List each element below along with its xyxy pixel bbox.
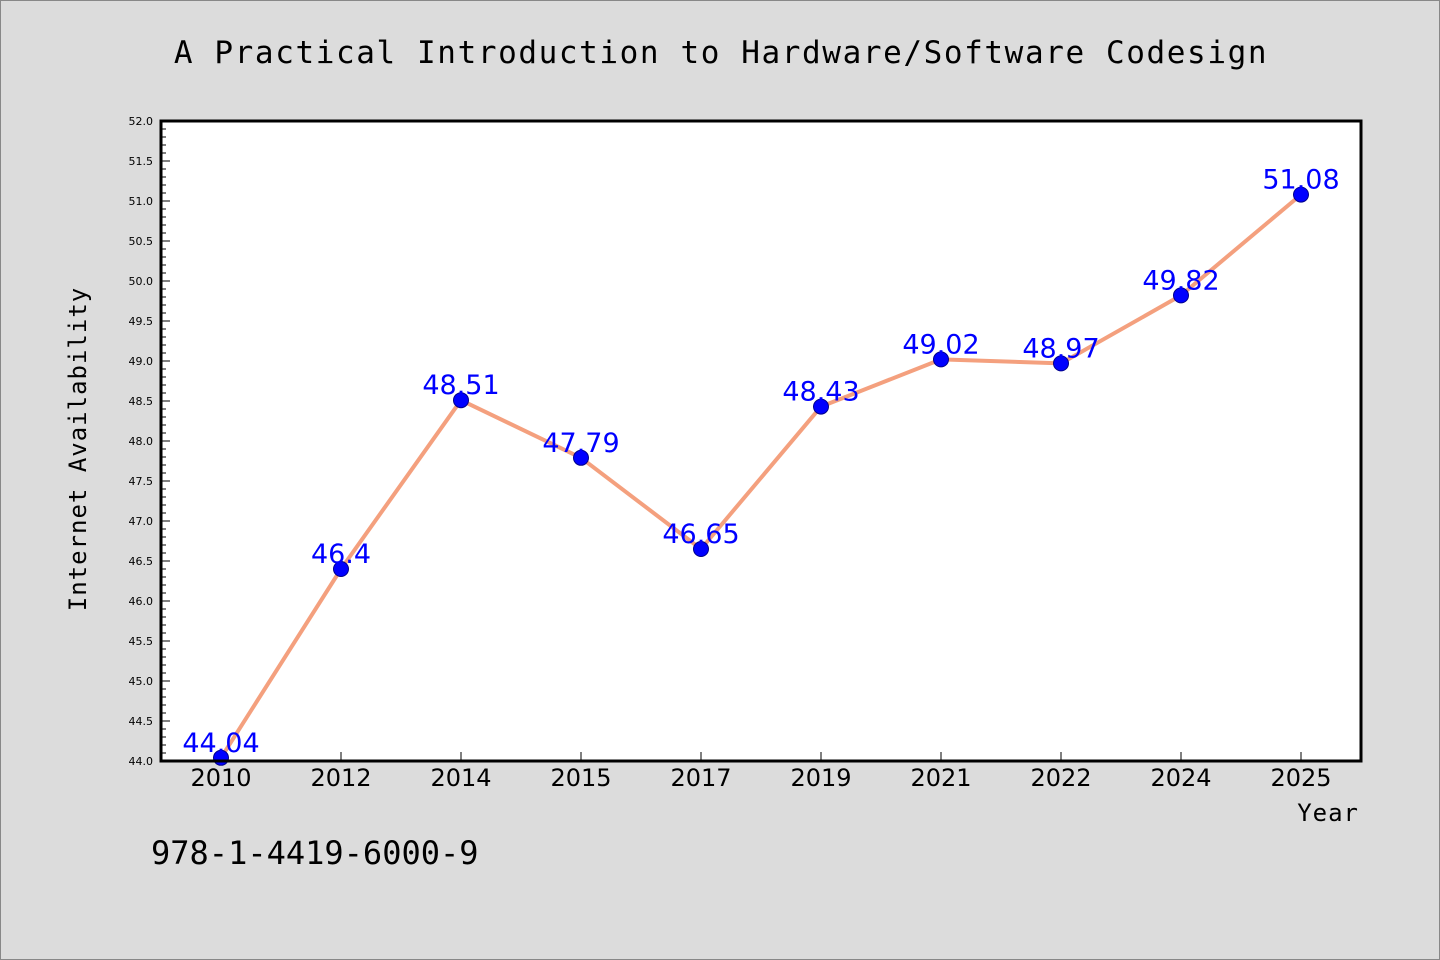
data-label: 47.79 (542, 428, 619, 459)
y-tick-label: 47.5 (129, 475, 154, 488)
data-point (693, 541, 709, 557)
y-tick-label: 50.5 (129, 235, 154, 248)
y-tick-label: 51.0 (129, 195, 154, 208)
x-axis-ticks: 2010 2012 2014 2015 2017 2019 2021 2022 2024 2025 (190, 752, 1332, 792)
data-label: 49.02 (902, 329, 979, 360)
y-tick-label: 50.0 (129, 275, 154, 288)
data-label: 44.04 (182, 728, 259, 759)
data-label: 46.65 (662, 519, 739, 550)
data-point (1053, 355, 1069, 372)
x-tick-label: 2015 (550, 764, 611, 792)
y-tick-label: 51.5 (129, 155, 154, 168)
data-point (1293, 186, 1309, 203)
y-tick-label: 49.0 (129, 355, 154, 368)
y-axis-ticks: 44.0 44.5 45.0 45.5 46.0 46.5 47.0 47.5 48.0 48.5… (129, 115, 170, 768)
data-point (1173, 287, 1189, 304)
data-label: 48.51 (422, 370, 499, 401)
x-tick-label: 2012 (310, 764, 371, 792)
y-tick-label: 46.5 (129, 555, 154, 568)
x-tick-label: 2010 (190, 764, 251, 792)
plot-frame (159, 119, 1363, 763)
x-tick-label: 2025 (1270, 764, 1331, 792)
data-point (453, 392, 469, 409)
x-tick-label: 2014 (430, 764, 491, 792)
x-tick-label: 2021 (910, 764, 971, 792)
y-tick-label: 45.5 (129, 635, 154, 648)
data-point (933, 351, 949, 368)
y-tick-label: 47.0 (129, 515, 154, 528)
data-label: 51.08 (1262, 165, 1339, 196)
y-tick-label: 48.5 (129, 395, 154, 408)
x-axis-title: Year (1297, 799, 1359, 827)
y-tick-label: 45.0 (129, 675, 154, 688)
data-point (813, 398, 829, 415)
data-point (573, 449, 589, 466)
chart-title: A Practical Introduction to Hardware/Sof… (173, 35, 1269, 71)
y-tick-label: 48.0 (129, 435, 154, 448)
data-label: 48.43 (782, 377, 859, 408)
x-tick-label: 2019 (790, 764, 851, 792)
data-point (333, 561, 349, 577)
x-tick-label: 2017 (670, 764, 731, 792)
data-label: 48.97 (1022, 333, 1099, 364)
y-axis-title: Internet Availability (64, 287, 92, 611)
y-tick-label: 44.0 (129, 755, 154, 768)
x-tick-label: 2022 (1030, 764, 1091, 792)
x-tick-label: 2024 (1150, 764, 1211, 792)
y-tick-label: 49.5 (129, 315, 154, 328)
data-labels: 44.04 46.4 48.51 47.79 46.65 48.43 49.02 48.97 4… (182, 165, 1339, 759)
series-line (219, 192, 1303, 760)
isbn-text: 978-1-4419-6000-9 (151, 834, 479, 872)
plot-area (161, 121, 1361, 761)
data-label: 46.4 (311, 539, 371, 570)
y-tick-label: 46.0 (129, 595, 154, 608)
y-tick-label: 52.0 (129, 115, 154, 128)
y-tick-label: 44.5 (129, 715, 154, 728)
data-label: 49.82 (1142, 265, 1219, 296)
